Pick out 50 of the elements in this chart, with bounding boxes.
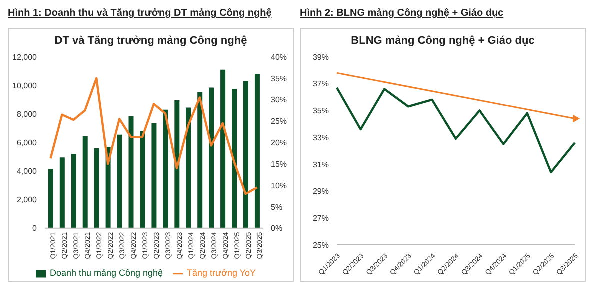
bar bbox=[117, 134, 122, 228]
bar bbox=[163, 110, 168, 228]
y-tick-label: 12,000 bbox=[12, 52, 38, 62]
y2-tick-label: 30% bbox=[271, 96, 288, 105]
legend-label: Doanh thu mảng Công nghệ bbox=[50, 268, 164, 278]
y2-tick-label: 20% bbox=[271, 138, 288, 148]
bar bbox=[152, 123, 157, 228]
y2-tick-label: 15% bbox=[271, 160, 288, 169]
y2-tick-label: 25% bbox=[271, 117, 288, 126]
y2-tick-label: 0% bbox=[271, 224, 283, 234]
y2-tick-label: 10% bbox=[271, 181, 288, 190]
bar bbox=[198, 92, 203, 228]
bar bbox=[174, 100, 180, 228]
y-tick-label: 6,000 bbox=[16, 138, 38, 148]
y-tick-label: 25% bbox=[312, 240, 329, 250]
y-tick-label: 2,000 bbox=[16, 196, 38, 205]
bar bbox=[82, 136, 88, 228]
chart-subtitle: BLNG mảng Công nghệ + Giáo dục bbox=[350, 35, 536, 49]
y-tick-label: 37% bbox=[312, 80, 329, 89]
legend-label: Tăng trưởng YoY bbox=[187, 268, 256, 278]
bar bbox=[94, 148, 100, 228]
y2-tick-label: 40% bbox=[271, 52, 288, 62]
y-tick-label: 31% bbox=[312, 160, 329, 170]
bar bbox=[140, 131, 146, 228]
bar bbox=[128, 116, 134, 228]
y2-tick-label: 35% bbox=[271, 74, 288, 84]
y2-tick-label: 5% bbox=[271, 202, 283, 212]
y-tick-label: 4,000 bbox=[16, 167, 38, 176]
bar bbox=[48, 169, 54, 228]
line-series bbox=[50, 77, 258, 196]
bar bbox=[60, 158, 65, 228]
chart-title: Hình 1: Doanh thu và Tăng trưởng DT mảng Công nghệ bbox=[8, 8, 273, 21]
bar bbox=[232, 89, 238, 228]
y-tick-label: 8,000 bbox=[16, 110, 38, 119]
bar bbox=[71, 154, 76, 228]
y-tick-label: 39% bbox=[312, 52, 329, 62]
y-tick-label: 35% bbox=[312, 106, 329, 116]
bar bbox=[220, 70, 226, 228]
y-tick-label: 10,000 bbox=[12, 81, 38, 90]
bar bbox=[243, 81, 248, 228]
bar bbox=[254, 74, 260, 228]
y-tick-label: 27% bbox=[312, 214, 329, 223]
bar bbox=[186, 108, 192, 228]
y-tick-label: 0 bbox=[32, 224, 38, 234]
chart-subtitle: DT và Tăng trưởng mảng Công nghệ bbox=[54, 35, 248, 49]
y-tick-label: 29% bbox=[312, 187, 329, 196]
line-series bbox=[336, 86, 576, 174]
bar bbox=[209, 88, 214, 228]
chart-title: Hình 2: BLNG mảng Công nghệ + Giáo dục bbox=[300, 8, 505, 21]
y-tick-label: 33% bbox=[312, 133, 329, 142]
